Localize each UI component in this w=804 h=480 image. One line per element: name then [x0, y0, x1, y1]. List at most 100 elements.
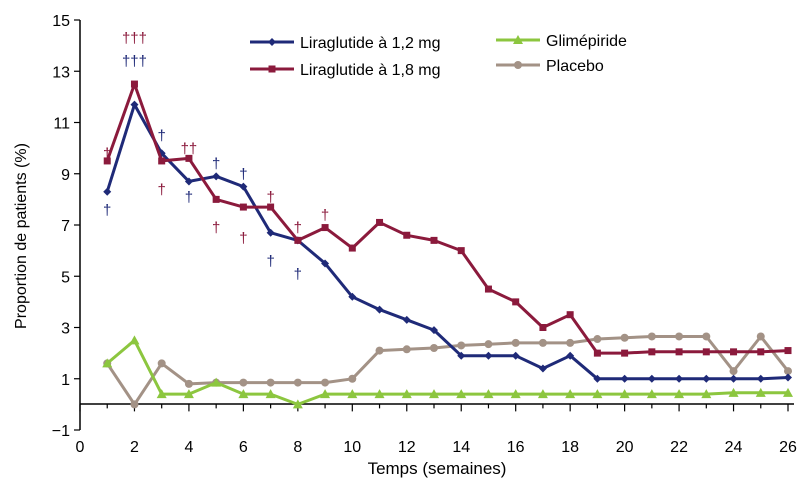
data-point [430, 236, 438, 244]
significance-dagger: † [321, 207, 329, 224]
x-tick-label: 6 [239, 439, 248, 456]
significance-dagger: † [239, 166, 247, 183]
data-point [539, 324, 547, 331]
data-point [701, 389, 712, 399]
data-point [267, 203, 275, 211]
data-point [784, 373, 792, 382]
y-tick-label: −1 [52, 423, 70, 440]
data-point [510, 389, 521, 399]
series-2 [102, 335, 793, 409]
data-point [702, 348, 710, 356]
data-point [566, 311, 574, 319]
data-point [675, 374, 684, 383]
series-line [105, 82, 789, 355]
data-point [403, 231, 411, 239]
data-point [593, 349, 601, 357]
axes [79, 20, 794, 430]
data-point [402, 345, 411, 354]
x-tick-label: 18 [561, 439, 579, 456]
data-point [537, 389, 548, 399]
data-point [675, 348, 683, 356]
data-point [512, 298, 520, 306]
data-point [321, 259, 330, 268]
data-point [513, 35, 523, 44]
data-point [592, 389, 603, 399]
x-tick-label: 22 [670, 439, 688, 456]
legend-entry: Liraglutide à 1,2 mg [250, 35, 441, 52]
series-line [105, 335, 790, 406]
y-tick-label: 9 [61, 167, 70, 184]
x-tick-label: 20 [616, 439, 634, 456]
annotation-layer: †††††††††††††††††††††† [103, 30, 329, 283]
significance-dagger: ††† [122, 53, 147, 70]
data-point [621, 349, 629, 357]
data-point [156, 389, 167, 399]
series-line [105, 103, 789, 381]
data-point [401, 389, 412, 399]
data-point [784, 347, 792, 355]
data-point [321, 378, 330, 387]
data-point [321, 224, 329, 232]
legend-label: Liraglutide à 1,8 mg [300, 62, 441, 79]
significance-dagger: † [294, 220, 302, 237]
data-point [374, 389, 385, 399]
data-point [511, 351, 520, 360]
data-point [457, 247, 465, 255]
x-tick-label: 14 [452, 439, 470, 456]
data-point [783, 387, 793, 397]
data-point [620, 374, 629, 383]
y-tick-label: 7 [61, 218, 70, 235]
legend: Liraglutide à 1,2 mg Liraglutide à 1,8 mg… [250, 33, 627, 79]
significance-dagger: † [103, 202, 111, 219]
data-point [620, 333, 629, 342]
significance-dagger: † [212, 220, 220, 237]
x-tick-label: 26 [779, 439, 797, 456]
data-point [702, 374, 711, 383]
significance-dagger: † [158, 181, 166, 198]
data-point [756, 374, 765, 383]
data-point [157, 359, 166, 368]
data-point [511, 338, 520, 347]
data-point [456, 389, 467, 399]
data-point [593, 374, 602, 383]
data-point [538, 338, 547, 347]
data-point [646, 389, 657, 399]
data-point [429, 389, 439, 399]
data-point [484, 351, 493, 360]
data-point [647, 374, 656, 383]
data-point [729, 367, 738, 376]
data-point [184, 379, 193, 388]
legend-entry: Placebo [496, 58, 604, 75]
significance-dagger: † [266, 189, 274, 206]
data-point [130, 400, 139, 409]
data-point [320, 389, 331, 399]
x-tick-label: 4 [184, 439, 193, 456]
data-point [158, 157, 166, 165]
significance-dagger: † [294, 266, 302, 283]
legend-entry: Glimépiride [496, 33, 627, 50]
data-point [538, 364, 547, 373]
data-point [730, 348, 738, 356]
data-point [292, 399, 303, 409]
data-point [239, 182, 248, 191]
x-tick-label: 8 [293, 439, 302, 456]
data-point [674, 389, 685, 399]
data-point [457, 351, 466, 360]
data-point [375, 346, 384, 355]
data-point [728, 387, 739, 397]
data-point [239, 203, 247, 211]
x-tick-label: 12 [398, 439, 416, 456]
x-tick-label: 10 [343, 439, 361, 456]
series-1 [103, 80, 792, 357]
data-point [565, 389, 576, 399]
data-point [239, 378, 248, 387]
significance-dagger: † [239, 230, 247, 247]
data-point [402, 315, 411, 324]
y-tick-label: 15 [52, 13, 70, 30]
data-point [457, 341, 466, 350]
legend-label: Liraglutide à 1,2 mg [300, 35, 441, 52]
significance-dagger: † [158, 127, 166, 144]
significance-dagger: † [212, 156, 220, 173]
data-point [184, 177, 193, 186]
x-tick-label: 24 [725, 439, 743, 456]
